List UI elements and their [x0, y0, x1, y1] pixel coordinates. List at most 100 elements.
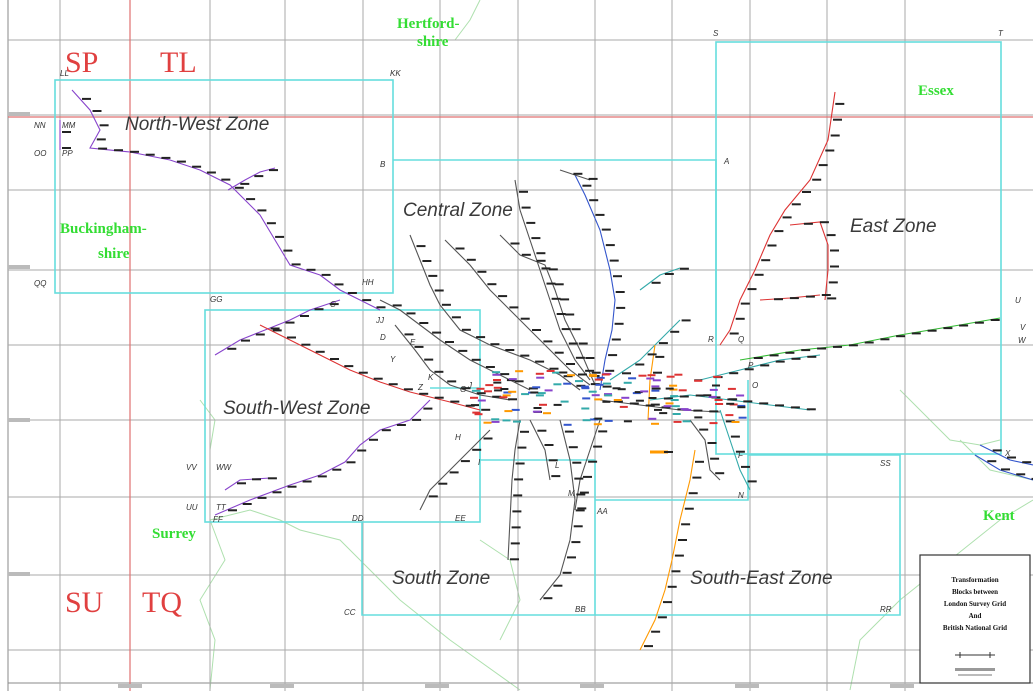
station-marker: [472, 390, 480, 392]
block-label: Q: [738, 335, 744, 344]
station-marker: [177, 161, 186, 163]
station-marker: [492, 421, 500, 423]
station-marker: [579, 343, 588, 345]
station-marker: [567, 556, 576, 558]
station-marker: [532, 386, 540, 388]
block-label: OO: [34, 149, 46, 158]
station-marker: [589, 374, 597, 376]
station-marker: [536, 252, 545, 254]
station-marker: [549, 268, 558, 270]
station-marker: [666, 402, 674, 404]
station-marker: [491, 418, 499, 420]
station-marker: [228, 509, 237, 511]
station-marker: [335, 283, 344, 285]
block-label: A: [723, 157, 729, 166]
station-marker: [681, 523, 690, 525]
station-marker: [555, 283, 564, 285]
station-marker: [680, 396, 689, 398]
station-marker: [651, 390, 659, 392]
station-marker: [640, 390, 648, 392]
station-marker: [680, 268, 689, 270]
block-label: BB: [575, 605, 586, 614]
station-marker: [774, 230, 783, 232]
block-label: H: [455, 433, 461, 442]
grid-square-label: SP: [65, 46, 98, 79]
station-marker: [435, 397, 444, 399]
station-marker: [553, 585, 562, 587]
block-label: EE: [455, 514, 466, 523]
station-marker: [513, 421, 521, 423]
station-marker: [565, 431, 574, 433]
block-label: C: [330, 300, 336, 309]
station-marker: [831, 135, 840, 137]
station-marker: [667, 376, 675, 378]
station-marker: [802, 191, 811, 193]
station-marker: [830, 266, 839, 268]
station-marker: [344, 365, 353, 367]
station-marker: [515, 370, 523, 372]
station-marker: [82, 98, 91, 100]
block-label: U: [1015, 296, 1021, 305]
station-marker: [471, 404, 479, 406]
station-marker: [987, 460, 996, 462]
station-marker: [407, 312, 416, 314]
station-marker: [534, 407, 542, 409]
station-marker: [715, 403, 723, 405]
station-marker: [557, 313, 566, 315]
station-marker: [646, 378, 654, 380]
block-label: SS: [880, 459, 891, 468]
station-marker: [415, 346, 424, 348]
station-marker: [487, 283, 496, 285]
block-label: KK: [390, 69, 401, 78]
station-marker: [737, 406, 745, 408]
station-marker: [663, 601, 672, 603]
station-marker: [729, 398, 737, 400]
block-label: LL: [60, 69, 69, 78]
station-marker: [674, 421, 682, 423]
station-marker: [500, 388, 508, 390]
station-marker: [98, 148, 107, 150]
station-marker: [429, 495, 438, 497]
zone-labels: North-West Zone Central Zone East Zone S…: [125, 114, 937, 589]
station-marker: [651, 423, 659, 425]
station-marker: [315, 308, 324, 310]
block-label: RR: [880, 605, 892, 614]
station-marker: [574, 525, 583, 527]
legend-line: Transformation: [951, 576, 998, 584]
station-marker: [681, 408, 689, 410]
station-marker: [535, 361, 544, 363]
station-marker: [912, 332, 921, 334]
station-marker: [574, 478, 583, 480]
station-marker: [822, 294, 831, 296]
station-marker: [928, 330, 937, 332]
station-marker: [801, 349, 810, 351]
station-marker: [511, 243, 520, 245]
station-marker: [97, 138, 106, 140]
station-marker: [589, 391, 597, 393]
station-marker: [729, 372, 738, 374]
station-marker: [419, 322, 428, 324]
station-marker: [710, 422, 718, 424]
station-marker: [500, 373, 509, 375]
station-marker: [271, 328, 280, 330]
county-label: shire: [98, 246, 130, 262]
station-marker: [628, 377, 636, 379]
station-marker: [397, 424, 406, 426]
station-marker: [511, 542, 520, 544]
station-marker: [508, 398, 517, 400]
station-marker: [583, 419, 591, 421]
block-label: VV: [186, 463, 197, 472]
station-marker: [316, 351, 325, 353]
station-marker: [300, 315, 309, 317]
zone-box-south-east: [595, 455, 900, 615]
station-marker: [615, 323, 624, 325]
station-marker: [668, 586, 677, 588]
legend-line: British National Grid: [943, 624, 1007, 632]
station-marker: [655, 356, 664, 358]
station-marker: [592, 394, 600, 396]
station-ticks: [62, 98, 1033, 647]
station-marker: [776, 361, 785, 363]
block-label: P: [748, 361, 754, 370]
zone-label: South-East Zone: [690, 568, 833, 589]
station-marker: [555, 352, 564, 354]
